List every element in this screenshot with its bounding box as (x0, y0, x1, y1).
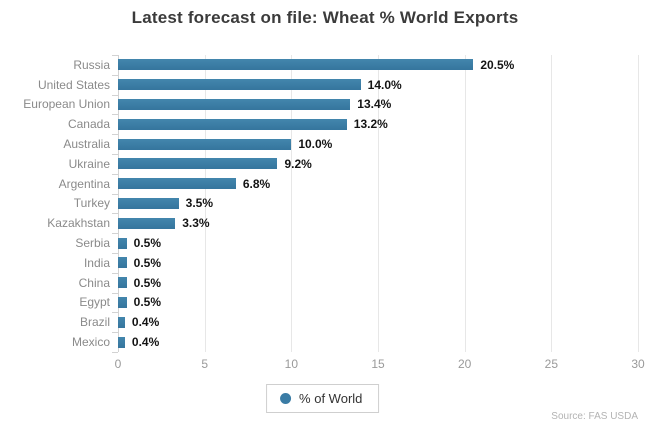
bar-brazil[interactable] (118, 316, 125, 328)
bar-value-label: 0.5% (133, 236, 162, 251)
bar-value-label: 10.0% (298, 137, 333, 152)
bar-row: 0.5% (118, 253, 638, 273)
x-tick-label-10: 10 (284, 357, 299, 371)
y-axis-tick (112, 74, 118, 76)
gridline-x-15 (378, 55, 379, 352)
y-axis-tick (112, 154, 118, 155)
category-label-ukraine: Ukraine (68, 156, 110, 171)
bar-australia[interactable] (118, 138, 292, 150)
category-label-argentina: Argentina (58, 176, 110, 191)
bar-value-label: 14.0% (367, 77, 402, 92)
bar-row: 0.5% (118, 293, 638, 313)
category-label-mexico: Mexico (71, 335, 110, 350)
bar-russia[interactable] (118, 59, 474, 71)
chart-title: Latest forecast on file: Wheat % World E… (131, 8, 519, 27)
legend-marker-icon (280, 393, 292, 404)
bar-turkey[interactable] (118, 197, 179, 209)
bar-argentina[interactable] (118, 178, 236, 190)
category-label-brazil: Brazil (79, 315, 110, 330)
category-label-india: India (83, 255, 110, 270)
bar-china[interactable] (118, 277, 127, 289)
bar-row: 20.5% (118, 55, 638, 75)
y-axis-tick (112, 193, 118, 195)
x-tick-label-20: 20 (457, 357, 472, 371)
y-axis-tick (112, 233, 118, 235)
bar-row: 6.8% (118, 174, 638, 194)
bar-value-label: 20.5% (480, 57, 515, 72)
category-label-kazakhstan: Kazakhstan (47, 216, 110, 231)
bar-value-label: 0.4% (131, 335, 160, 350)
y-axis-tick (112, 292, 118, 294)
source-credit: Source: FAS USDA (551, 411, 638, 422)
bar-row: 0.4% (118, 332, 638, 352)
x-tick-label-30: 30 (631, 357, 645, 371)
x-tick-label-25: 25 (544, 357, 559, 371)
category-label-canada: Canada (67, 117, 110, 132)
x-axis-tick-labels: 0 5 10 15 20 25 30 (114, 357, 645, 373)
category-label-turkey: Turkey (73, 196, 110, 211)
y-axis-tick (112, 253, 118, 254)
gridline-x-10 (291, 55, 293, 352)
bar-value-label: 6.8% (242, 176, 271, 191)
bar-india[interactable] (118, 257, 127, 269)
bar-value-label: 9.2% (284, 156, 312, 171)
bar-value-label: 0.5% (133, 255, 162, 270)
bar-kazakhstan[interactable] (118, 217, 176, 229)
bar-egypt[interactable] (118, 296, 127, 308)
gridline-x-20 (464, 55, 466, 352)
bar-european-union[interactable] (118, 98, 351, 110)
category-label-russia: Russia (73, 57, 110, 72)
y-axis-tick (112, 272, 118, 274)
bar-value-label: 3.3% (182, 216, 210, 231)
bar-serbia[interactable] (118, 237, 127, 249)
bar-ukraine[interactable] (118, 158, 278, 170)
category-label-serbia: Serbia (75, 236, 110, 251)
y-axis-tick (112, 134, 118, 136)
category-label-australia: Australia (63, 137, 110, 152)
y-axis-tick (112, 55, 118, 56)
y-axis-tick (112, 114, 118, 116)
y-axis-tick (112, 332, 118, 334)
category-label-european-union: European Union (23, 97, 110, 112)
legend[interactable]: % of World (266, 384, 380, 413)
y-axis-tick (112, 173, 118, 175)
bar-row: 9.2% (118, 154, 638, 174)
bar-value-label: 13.4% (357, 97, 392, 112)
bar-canada[interactable] (118, 118, 347, 130)
legend-label: % of World (299, 391, 363, 406)
y-axis-tick (112, 352, 118, 353)
bar-value-label: 0.5% (133, 275, 162, 290)
x-tick-label-0: 0 (114, 357, 122, 371)
x-tick-label-15: 15 (371, 357, 385, 371)
bar-value-label: 3.5% (185, 196, 214, 211)
bar-row: 13.2% (118, 114, 638, 134)
bar-row: 0.5% (118, 273, 638, 293)
bar-value-label: 0.5% (133, 295, 162, 310)
bar-row: 14.0% (118, 75, 638, 95)
y-axis-tick (112, 213, 118, 215)
bar-row: 0.5% (118, 233, 638, 253)
bar-value-label: 0.4% (131, 315, 160, 330)
bar-series: 20.5% 14.0% 13.4% 13.2% 10.0% 9.2% 6.8% 3.5% 3.3… (118, 55, 638, 352)
bar-mexico[interactable] (118, 336, 125, 348)
bar-row: 3.3% (118, 213, 638, 233)
category-label-united-states: United States (37, 77, 110, 92)
bar-row: 0.4% (118, 312, 638, 332)
y-axis-tick (112, 94, 118, 96)
bar-row: 3.5% (118, 194, 638, 214)
gridline-x-30 (638, 55, 639, 352)
x-tick-label-5: 5 (201, 357, 208, 371)
category-label-china: China (78, 275, 110, 290)
gridline-x-5 (204, 55, 206, 352)
bar-value-label: 13.2% (353, 117, 388, 132)
y-axis-category-labels: Russia United States European Union Canada A… (0, 55, 110, 352)
bar-united-states[interactable] (118, 79, 361, 91)
gridline-x-25 (551, 55, 553, 352)
category-label-egypt: Egypt (79, 295, 110, 310)
y-axis-tick (112, 312, 118, 314)
bar-row: 10.0% (118, 134, 638, 154)
bar-row: 13.4% (118, 95, 638, 115)
